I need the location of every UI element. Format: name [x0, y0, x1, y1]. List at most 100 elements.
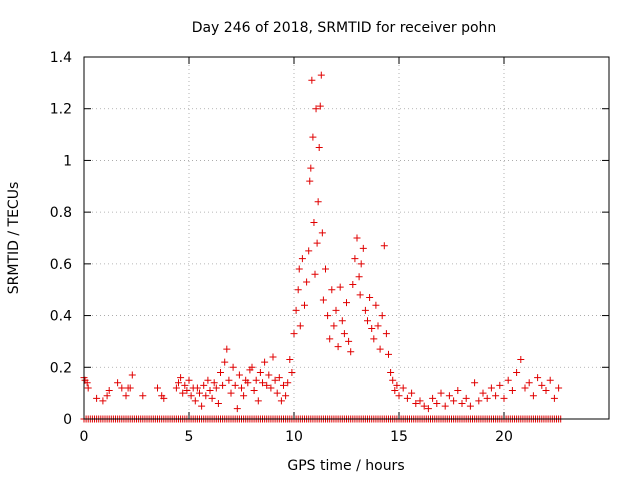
data-point	[424, 405, 432, 413]
data-point	[275, 374, 283, 382]
data-point	[322, 265, 329, 273]
data-point	[387, 368, 395, 376]
y-tick-label: 0.2	[50, 360, 72, 376]
data-point	[290, 330, 298, 338]
data-point	[238, 384, 245, 392]
data-point	[219, 381, 227, 389]
data-point	[294, 286, 302, 294]
data-point	[210, 379, 218, 387]
data-point	[227, 389, 235, 397]
data-point	[310, 218, 318, 226]
data-point	[550, 394, 558, 402]
data-point	[355, 273, 363, 281]
data-point	[475, 397, 483, 405]
data-point	[288, 368, 296, 376]
data-point	[265, 371, 273, 379]
data-point	[212, 384, 220, 392]
data-point	[200, 381, 208, 389]
data-point	[395, 392, 403, 400]
data-point	[318, 229, 326, 237]
tick-marks	[83, 56, 609, 420]
data-point	[492, 392, 500, 400]
y-tick-label: 0.4	[50, 309, 72, 325]
data-point	[308, 76, 316, 84]
data-point	[202, 392, 210, 400]
data-point	[437, 389, 445, 397]
data-point	[84, 384, 92, 392]
data-point	[301, 301, 308, 309]
data-point	[517, 356, 525, 364]
data-point	[225, 376, 233, 384]
data-point	[445, 392, 453, 400]
data-point	[114, 379, 122, 387]
data-point	[534, 374, 542, 382]
data-point	[368, 325, 376, 332]
y-tick-labels: 0 0.2 0.4 0.6 0.8 1 1.2 1.4	[50, 50, 72, 428]
data-point	[529, 392, 537, 400]
data-point	[118, 384, 126, 392]
data-point	[312, 105, 320, 113]
data-point	[277, 397, 285, 405]
data-point	[372, 301, 380, 309]
data-point	[332, 306, 340, 314]
data-point	[347, 348, 355, 356]
data-point	[240, 392, 248, 400]
data-point	[105, 387, 113, 395]
data-point	[483, 394, 491, 402]
data-point	[208, 394, 216, 402]
y-tick-label: 1.4	[50, 50, 72, 66]
data-point	[340, 330, 348, 338]
data-point	[380, 242, 388, 250]
data-point	[393, 381, 401, 389]
data-point	[462, 394, 470, 402]
chart-axes	[83, 56, 610, 420]
data-point	[187, 392, 195, 400]
y-tick-label: 1.2	[50, 102, 72, 118]
chart-title: Day 246 of 2018, SRMTID for receiver poh…	[192, 20, 497, 36]
data-point	[305, 247, 313, 255]
data-point	[259, 379, 266, 387]
data-point	[252, 376, 260, 384]
data-point	[303, 278, 311, 286]
data-point	[364, 317, 371, 325]
y-tick-label: 1	[63, 153, 72, 169]
data-point	[429, 394, 437, 402]
x-tick-label: 0	[80, 429, 89, 445]
data-point	[154, 384, 161, 392]
plot-frame	[83, 56, 610, 420]
data-point	[256, 368, 264, 376]
data-point	[282, 392, 290, 400]
data-point	[500, 394, 508, 402]
data-point	[359, 244, 367, 252]
data-point	[334, 343, 342, 351]
data-point	[370, 335, 378, 343]
data-point	[292, 306, 300, 314]
data-point	[196, 389, 203, 397]
x-tick-label: 15	[390, 429, 408, 445]
data-point	[250, 387, 258, 395]
data-point	[231, 381, 239, 389]
data-point	[542, 387, 550, 395]
data-point	[198, 402, 206, 410]
data-point	[172, 384, 180, 392]
data-point	[466, 402, 474, 410]
data-point	[191, 397, 199, 405]
data-point	[179, 389, 187, 397]
data-point	[306, 177, 314, 185]
data-point	[295, 265, 303, 273]
data-point	[315, 144, 323, 151]
data-point	[458, 399, 466, 407]
data-point	[521, 384, 529, 392]
data-point	[298, 255, 306, 263]
data-point	[349, 281, 357, 289]
data-point	[273, 389, 281, 397]
data-point	[508, 387, 516, 395]
y-tick-label: 0.8	[50, 205, 72, 221]
data-point	[546, 376, 554, 384]
data-point	[351, 255, 359, 263]
data-point	[326, 335, 334, 343]
chart-grid	[84, 57, 609, 419]
data-point	[217, 368, 224, 376]
data-point	[204, 376, 212, 384]
